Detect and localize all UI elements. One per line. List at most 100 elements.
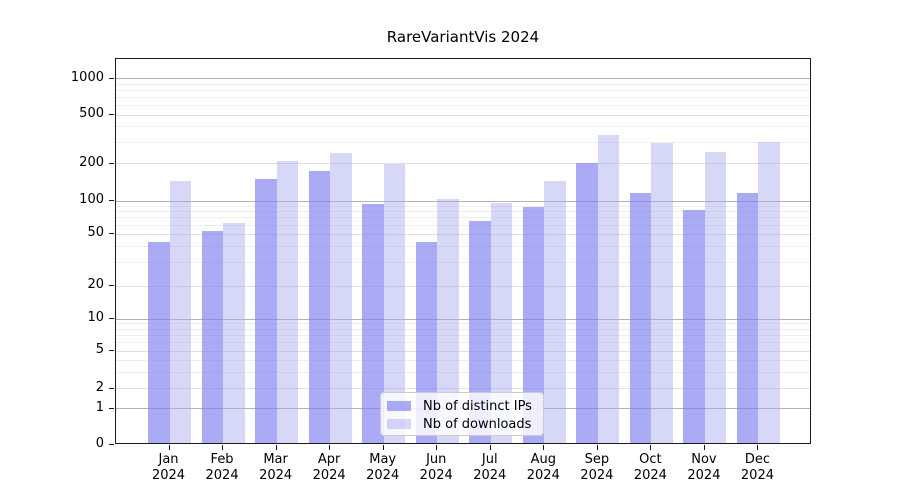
- y-tick-mark-100: [109, 200, 114, 201]
- x-tick-year: 2024: [740, 468, 774, 483]
- y-tick-label-50: 50: [87, 225, 104, 240]
- x-tick-label-jan: Jan 2024: [141, 452, 197, 484]
- x-tick-year: 2024: [259, 468, 293, 483]
- x-tick-mark-feb: [222, 445, 224, 450]
- x-tick-year: 2024: [205, 468, 239, 483]
- minor-gridline-40: [116, 246, 810, 248]
- x-tick-mark-aug: [543, 445, 545, 450]
- x-tick-year: 2024: [312, 468, 346, 483]
- y-tick-label-100: 100: [79, 192, 104, 207]
- y-tick-mark-500: [109, 114, 114, 115]
- x-tick-label-nov: Nov 2024: [676, 452, 732, 484]
- x-tick-label-oct: Oct 2024: [622, 452, 678, 484]
- x-tick-label-aug: Aug 2024: [515, 452, 571, 484]
- gridline-200: [116, 163, 810, 165]
- x-tick-mark-mar: [275, 445, 277, 450]
- minor-gridline-300: [116, 141, 810, 143]
- bar-oct-distinct-ips: [629, 192, 652, 443]
- minor-gridline-80: [116, 211, 810, 213]
- x-tick-month: Mar: [263, 452, 288, 467]
- x-tick-year: 2024: [580, 468, 614, 483]
- x-tick-label-dec: Dec 2024: [729, 452, 785, 484]
- bar-feb-distinct-ips: [201, 231, 224, 443]
- gridline-50: [116, 233, 810, 235]
- x-tick-month: Apr: [317, 452, 341, 467]
- x-tick-month: Jun: [426, 452, 447, 467]
- bar-aug-distinct-ips: [522, 207, 545, 443]
- gridline-1000: [116, 78, 810, 80]
- y-tick-label-10: 10: [87, 310, 104, 325]
- y-tick-label-5: 5: [95, 342, 104, 357]
- x-tick-year: 2024: [366, 468, 400, 483]
- legend-label-distinct-ips: Nb of distinct IPs: [423, 398, 532, 414]
- bar-mar-distinct-ips: [255, 179, 277, 443]
- x-tick-label-feb: Feb 2024: [194, 452, 250, 484]
- legend-row-ips: Nb of distinct IPs: [387, 398, 537, 414]
- x-tick-month: Aug: [530, 452, 556, 467]
- bar-oct-downloads: [651, 143, 673, 443]
- minor-gridline-70: [116, 217, 810, 219]
- y-tick-label-200: 200: [79, 154, 104, 170]
- minor-gridline-9: [116, 323, 810, 325]
- x-tick-label-jul: Jul 2024: [462, 452, 518, 484]
- x-tick-year: 2024: [473, 468, 507, 483]
- x-tick-month: May: [369, 452, 397, 467]
- y-tick-mark-10: [109, 318, 114, 319]
- x-tick-month: Feb: [210, 452, 234, 467]
- bar-jul-distinct-ips: [469, 221, 491, 443]
- bar-may-downloads: [383, 163, 406, 443]
- minor-gridline-6: [116, 342, 810, 344]
- bar-nov-downloads: [704, 152, 727, 443]
- minor-gridline-8: [116, 328, 810, 330]
- y-tick-label-20: 20: [87, 277, 104, 292]
- minor-gridline-30: [116, 262, 810, 264]
- gridline-5: [116, 350, 810, 352]
- minor-gridline-800: [116, 90, 810, 92]
- x-tick-mark-nov: [703, 445, 705, 450]
- bar-dec-downloads: [758, 142, 780, 443]
- x-tick-label-sep: Sep 2024: [569, 452, 625, 484]
- legend-row-downloads: Nb of downloads: [387, 416, 537, 432]
- y-tick-label-500: 500: [79, 106, 104, 121]
- legend-label-downloads: Nb of downloads: [423, 416, 532, 432]
- x-tick-mark-dec: [757, 445, 759, 450]
- bar-sep-distinct-ips: [576, 163, 598, 443]
- y-tick-mark-2: [109, 387, 114, 389]
- x-tick-mark-may: [382, 445, 384, 450]
- x-tick-month: Nov: [691, 452, 717, 467]
- gridline-500: [116, 114, 810, 116]
- bar-nov-distinct-ips: [683, 209, 705, 443]
- chart-title: RareVariantVis 2024: [386, 28, 540, 46]
- legend-swatch-distinct-ips: [387, 401, 411, 411]
- y-tick-label-0: 0: [95, 436, 104, 451]
- legend-swatch-downloads: [387, 419, 411, 429]
- y-tick-label-2: 2: [95, 379, 104, 395]
- bar-jan-distinct-ips: [148, 241, 170, 443]
- bar-jan-downloads: [169, 181, 192, 443]
- bar-aug-downloads: [544, 181, 566, 443]
- x-tick-year: 2024: [419, 468, 453, 483]
- y-tick-mark-0: [109, 444, 114, 445]
- x-tick-month: Sep: [584, 452, 610, 467]
- x-tick-mark-jan: [168, 445, 170, 450]
- x-tick-month: Jul: [481, 452, 498, 467]
- minor-gridline-600: [116, 105, 810, 107]
- y-tick-label-1: 1: [95, 399, 104, 415]
- bar-feb-downloads: [223, 222, 245, 443]
- x-tick-mark-oct: [650, 445, 652, 450]
- y-tick-mark-5: [109, 350, 114, 351]
- x-tick-mark-jun: [436, 445, 438, 450]
- bar-apr-distinct-ips: [308, 170, 331, 443]
- minor-gridline-3: [116, 371, 810, 373]
- gridline-20: [116, 285, 810, 287]
- x-tick-mark-sep: [596, 445, 598, 450]
- y-tick-label-1000: 1000: [70, 69, 104, 85]
- x-tick-month: Oct: [639, 452, 662, 467]
- y-tick-mark-1000: [109, 77, 114, 79]
- y-tick-mark-200: [109, 162, 114, 164]
- bar-jul-downloads: [490, 202, 513, 443]
- x-tick-label-may: May 2024: [355, 452, 411, 484]
- minor-gridline-900: [116, 83, 810, 85]
- y-tick-mark-20: [109, 285, 114, 286]
